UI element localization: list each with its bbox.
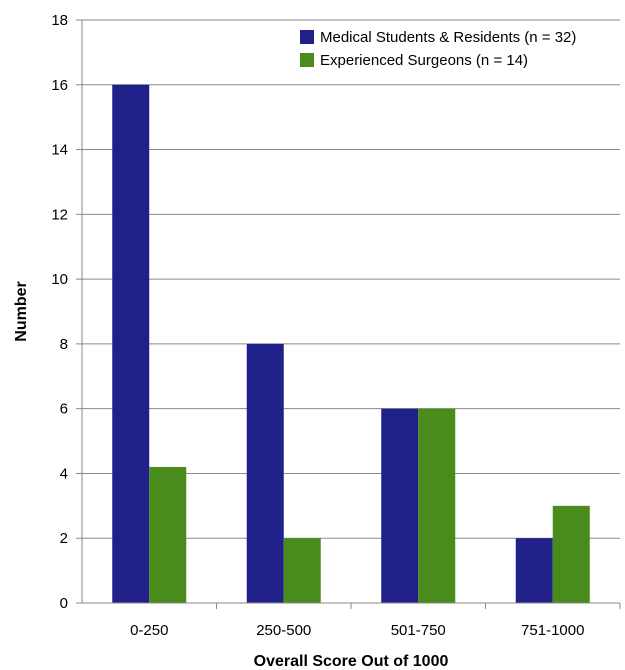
y-tick-label: 2 xyxy=(60,530,68,547)
legend-label-experienced-surgeons: Experienced Surgeons (n = 14) xyxy=(320,52,528,69)
bar-medical-students-751-1000 xyxy=(515,538,553,603)
bar-experienced-surgeons-0-250 xyxy=(149,466,187,603)
x-tick-label: 0-250 xyxy=(130,622,168,639)
y-tick-label: 14 xyxy=(51,142,68,159)
bar-medical-students-0-250 xyxy=(112,84,150,604)
legend-swatch-experienced-surgeons xyxy=(300,53,314,67)
x-tick-label: 250-500 xyxy=(256,622,311,639)
bar-medical-students-250-500 xyxy=(246,343,284,603)
bar-experienced-surgeons-751-1000 xyxy=(552,505,590,603)
y-tick-label: 4 xyxy=(60,465,68,482)
x-tick-label: 751-1000 xyxy=(521,622,584,639)
y-tick-label: 16 xyxy=(51,77,68,94)
y-tick-label: 0 xyxy=(60,595,68,612)
bar-medical-students-501-750 xyxy=(381,408,419,603)
x-tick-label: 501-750 xyxy=(391,622,446,639)
y-tick-label: 8 xyxy=(60,336,68,353)
y-tick-label: 18 xyxy=(51,12,68,29)
bar-experienced-surgeons-250-500 xyxy=(283,538,321,603)
y-tick-label: 6 xyxy=(60,401,68,418)
legend-swatch-medical-students xyxy=(300,30,314,44)
x-tick-labels: 0-250 250-500 501-750 751-1000 xyxy=(130,603,621,639)
y-tick-label: 12 xyxy=(51,206,68,223)
bars xyxy=(112,84,590,604)
x-axis-title: Overall Score Out of 1000 xyxy=(254,653,449,670)
legend: Medical Students & Residents (n = 32) Ex… xyxy=(300,29,576,69)
legend-label-medical-students: Medical Students & Residents (n = 32) xyxy=(320,29,576,46)
bar-experienced-surgeons-501-750 xyxy=(418,408,456,603)
y-axis-title: Number xyxy=(13,281,30,341)
y-tick-labels: 0 2 4 6 8 10 12 14 16 18 xyxy=(51,12,68,612)
y-tick-label: 10 xyxy=(51,271,68,288)
